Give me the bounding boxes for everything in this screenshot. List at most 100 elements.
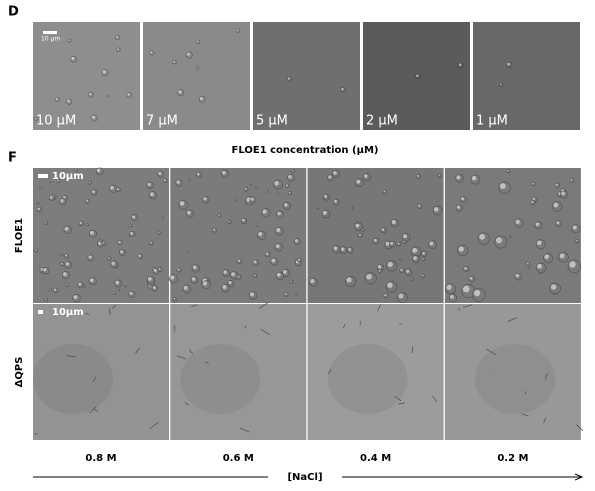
droplet-highlight	[111, 261, 115, 266]
droplet-highlight	[163, 179, 166, 182]
droplet-highlight	[362, 228, 364, 231]
micrograph	[307, 304, 444, 440]
droplet-highlight	[399, 258, 401, 260]
droplet-highlight	[363, 174, 368, 178]
droplet-highlight	[244, 187, 247, 190]
droplet-highlight	[569, 261, 576, 268]
droplet-highlight	[49, 181, 51, 183]
droplet-highlight	[88, 181, 91, 184]
droplet-highlight	[391, 220, 396, 224]
fiber	[432, 395, 438, 403]
droplet-highlight	[265, 189, 268, 192]
fiber	[89, 406, 97, 414]
fiber	[544, 373, 548, 380]
droplet-highlight	[222, 284, 227, 289]
droplet-highlight	[231, 272, 235, 276]
droplet-highlight	[400, 268, 403, 272]
droplet-highlight	[249, 292, 254, 297]
droplet-highlight	[213, 228, 216, 231]
droplet-highlight	[196, 66, 198, 69]
droplet-highlight	[544, 254, 549, 260]
micrograph	[143, 22, 250, 130]
droplet-highlight	[350, 207, 353, 209]
axis-label: [NaCl]	[287, 472, 322, 483]
droplet-highlight	[469, 276, 473, 280]
droplet-highlight	[479, 233, 486, 240]
fiber	[543, 417, 547, 424]
droplet-highlight	[383, 190, 386, 193]
droplet-highlight	[422, 258, 424, 260]
droplet-highlight	[507, 62, 510, 66]
fiber	[244, 325, 247, 329]
droplet-highlight	[147, 182, 151, 186]
droplet-highlight	[71, 56, 75, 60]
droplet-highlight	[115, 280, 119, 285]
droplet-highlight	[67, 99, 70, 103]
droplet-highlight	[91, 190, 95, 193]
droplet-highlight	[387, 261, 393, 268]
droplet-highlight	[535, 222, 540, 227]
droplet-highlight	[271, 258, 276, 263]
concentration-label: 2 μM	[366, 114, 398, 129]
droplet-highlight	[341, 87, 344, 91]
droplet-highlight	[398, 293, 404, 299]
concentration-label: 5 μM	[256, 114, 288, 129]
micrograph	[170, 168, 307, 303]
droplet-highlight	[79, 221, 82, 224]
droplet-highlight	[558, 192, 561, 195]
droplet-highlight	[416, 74, 419, 78]
droplet-highlight	[64, 254, 68, 257]
droplet-highlight	[191, 277, 196, 281]
droplet-highlight	[129, 224, 131, 226]
droplet-highlight	[253, 260, 257, 264]
micrograph	[170, 304, 307, 440]
fiber	[92, 376, 97, 382]
droplet-highlight	[173, 297, 176, 300]
droplet-highlight	[528, 267, 530, 269]
droplet-highlight	[277, 211, 281, 216]
droplet-highlight	[422, 251, 425, 255]
droplet-highlight	[526, 262, 529, 265]
droplet-highlight	[324, 194, 327, 198]
droplet-highlight	[96, 168, 101, 173]
droplet-highlight	[446, 284, 452, 290]
droplet-highlight	[152, 286, 156, 289]
droplet-highlight	[294, 239, 299, 243]
droplet-highlight	[60, 199, 64, 203]
fiber	[328, 368, 332, 375]
droplet-highlight	[129, 291, 133, 295]
droplet-highlight	[284, 292, 287, 295]
droplet-highlight	[218, 214, 220, 216]
droplet-highlight	[438, 174, 441, 177]
droplet-highlight	[274, 180, 279, 186]
fiber	[34, 433, 38, 435]
droplet-highlight	[76, 170, 78, 172]
droplet-highlight	[412, 247, 418, 253]
row-label: FLOE1	[14, 218, 25, 253]
column-label: 0.8 M	[85, 453, 116, 464]
droplet-highlight	[537, 263, 542, 269]
droplet-highlight	[284, 203, 288, 207]
droplet-highlight	[53, 288, 57, 291]
droplet-highlight	[117, 48, 119, 51]
concentration-label: 1 μM	[476, 114, 508, 129]
droplet-highlight	[346, 277, 352, 283]
droplet-highlight	[192, 265, 197, 270]
droplet-highlight	[333, 199, 337, 203]
droplet-highlight	[532, 182, 535, 185]
droplet-highlight	[150, 51, 153, 54]
droplet-highlight	[88, 92, 92, 96]
droplet-highlight	[355, 223, 360, 228]
droplet-highlight	[276, 192, 278, 194]
droplet-highlight	[515, 219, 520, 225]
caption: FLOE1 concentration (μM)	[232, 145, 379, 156]
droplet-highlight	[106, 95, 108, 97]
droplet-highlight	[287, 77, 291, 80]
droplet-highlight	[553, 202, 559, 208]
fiber	[191, 304, 198, 308]
droplet-highlight	[235, 199, 237, 201]
droplet-highlight	[456, 175, 461, 180]
droplet-highlight	[153, 268, 157, 272]
column-label: 0.6 M	[223, 453, 254, 464]
droplet-highlight	[450, 294, 454, 299]
